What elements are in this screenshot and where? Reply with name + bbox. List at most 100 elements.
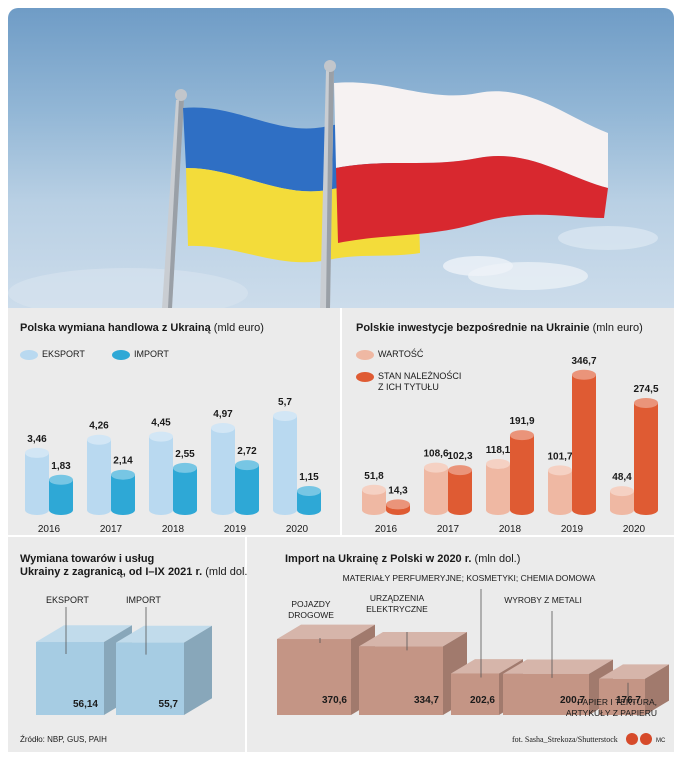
bar-warto-2016-top (362, 484, 386, 495)
x-tick-label: 2017 (100, 524, 123, 535)
data-label: 51,8 (364, 471, 384, 482)
legend-stan: STAN NALEŻNOŚCI Z ICH TYTUŁU (378, 371, 462, 392)
bar-warto-2018-top (486, 458, 510, 469)
data-label: 4,26 (89, 421, 109, 432)
bar-eksport-2016-top (25, 447, 49, 458)
x-tick-label: 2016 (38, 524, 61, 535)
box-0-top (277, 624, 375, 640)
box-4-front (599, 678, 645, 715)
box-3-front (503, 673, 589, 715)
bar-import-2020-body (297, 491, 321, 515)
bar-eksport-2019-body (211, 427, 235, 515)
category-label: ELEKTRYCZNE (366, 604, 428, 614)
data-label: 274,5 (633, 384, 658, 395)
photo-credit: fot. Sasha_Strekoza/Shutterstock (512, 735, 618, 744)
data-label: 176,7 (616, 695, 641, 706)
category-label: URZĄDZENIA (370, 593, 425, 603)
box-1-top (359, 631, 467, 647)
ukraine-trade-boxes: 56,14 EKSPORT 55,7 IMPORT (36, 595, 212, 715)
box-4-top (599, 664, 669, 679)
x-tick-label: 2018 (162, 524, 185, 535)
bar-stannalenoci-2020-top (634, 397, 658, 408)
bar-stannalenoci-2017-top (448, 465, 472, 476)
bar-stannalenoci-2018-body (510, 435, 534, 515)
bar-import-2016-top (49, 474, 73, 485)
data-label: 4,45 (151, 418, 171, 429)
bar-stannalenoci-2016-top (386, 499, 410, 510)
data-label: 200,7 (560, 695, 585, 706)
bar-eksport-2017-top (87, 434, 111, 445)
bar-eksport-2018-top (149, 431, 173, 442)
bar-stannalenoci-2019-top (572, 369, 596, 380)
data-label: 108,6 (423, 449, 448, 460)
bar-stannalenoci-2019-body (572, 374, 596, 515)
bar-eksport-2016-body (25, 452, 49, 515)
data-label: 2,55 (175, 449, 195, 460)
legend-stan-swatch (356, 372, 374, 382)
bar-stannalenoci-2017-body (448, 470, 472, 515)
investment-panel: Polskie inwestycje bezpośrednie na Ukrai… (342, 308, 674, 535)
data-label: 56,14 (73, 699, 98, 710)
x-tick-label: 2018 (499, 524, 522, 535)
bar-warto-2019-top (548, 465, 572, 476)
legend-wartosc-swatch (356, 350, 374, 360)
data-label: 191,9 (509, 416, 534, 427)
bar-eksport-2020-top (273, 410, 297, 421)
data-label: 2,14 (113, 456, 133, 467)
data-label: 101,7 (547, 451, 572, 462)
bar-import-2017-top (111, 469, 135, 480)
legend-import-swatch (112, 350, 130, 360)
box-eksport-top (36, 625, 132, 643)
data-label: 48,4 (612, 472, 632, 483)
ukraine-trade-title: Wymiana towarów i usług Ukrainy z zagran… (20, 553, 252, 578)
legend-wartosc: WARTOŚĆ (378, 349, 424, 359)
data-label: 1,15 (299, 472, 319, 483)
bar-import-2017-body (111, 474, 135, 515)
data-label: 346,7 (571, 356, 596, 367)
category-label: IMPORT (126, 595, 161, 605)
bar-import-2019-top (235, 460, 259, 471)
x-tick-label: 2019 (561, 524, 584, 535)
legend-eksport-swatch (20, 350, 38, 360)
source-note: Źródło: NBP, GUS, PAIH (20, 735, 107, 744)
box-4-side (645, 664, 669, 715)
trade-title: Polska wymiana handlowa z Ukrainą (mld e… (20, 322, 264, 334)
data-label: 14,3 (388, 485, 408, 496)
data-label: 2,72 (237, 446, 257, 457)
data-label: 370,6 (322, 695, 347, 706)
bar-eksport-2019-top (211, 422, 235, 433)
box-import-front (116, 642, 184, 715)
bar-stannalenoci-2020-body (634, 402, 658, 515)
data-label: 4,97 (213, 409, 233, 420)
category-label: ARTYKUŁY Z PAPIERU (566, 708, 657, 718)
box-0-front (277, 639, 351, 715)
bar-stannalenoci-2018-top (510, 430, 534, 441)
legend-eksport: EKSPORT (42, 349, 85, 359)
data-label: 5,7 (278, 397, 292, 408)
category-label: MATERIAŁY PERFUMERYJNE; KOSMETYKI; CHEMI… (343, 573, 596, 583)
bar-import-2018-top (173, 462, 197, 473)
bar-import-2018-body (173, 467, 197, 515)
x-tick-label: 2017 (437, 524, 460, 535)
flags-photo (8, 8, 674, 308)
bar-import-2020-top (297, 486, 321, 497)
bar-eksport-2017-body (87, 439, 111, 515)
bar-warto-2019-body (548, 470, 572, 515)
bar-eksport-2020-body (273, 415, 297, 515)
ukraine-trade-panel: Wymiana towarów i usług Ukrainy z zagran… (8, 537, 251, 752)
data-label: 118,1 (486, 445, 511, 456)
import-title: Import na Ukrainę z Polski w 2020 r. (ml… (285, 553, 521, 565)
data-label: 1,83 (51, 461, 71, 472)
legend-import: IMPORT (134, 349, 169, 359)
category-label: POJAZDY (291, 599, 331, 609)
box-1-front (359, 646, 443, 715)
box-eksport-front (36, 642, 104, 715)
x-tick-label: 2020 (623, 524, 646, 535)
x-tick-label: 2019 (224, 524, 247, 535)
data-label: 102,3 (447, 451, 472, 462)
trade-bar-chart: 3,46 1,83 2016 4,26 2,14 2017 4,45 2,55 2018 4,97… (25, 397, 321, 535)
bar-import-2016-body (49, 479, 73, 515)
